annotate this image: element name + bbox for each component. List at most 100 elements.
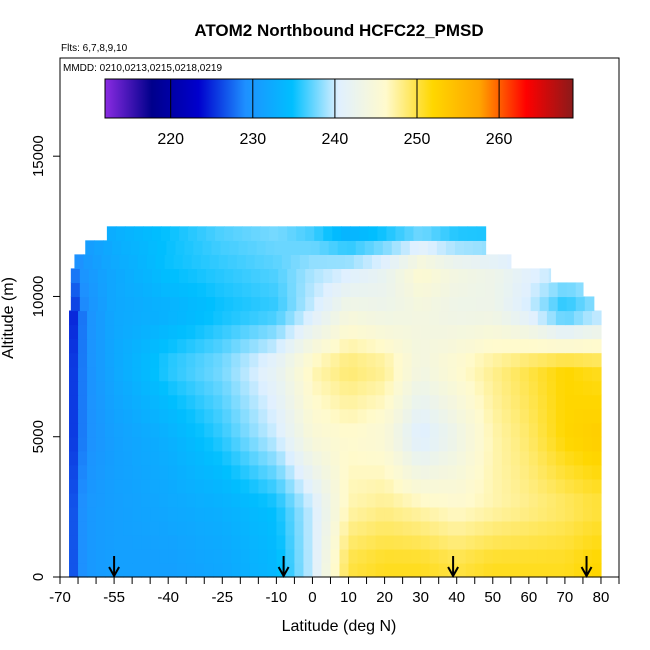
- heatmap-cell: [114, 534, 124, 550]
- heatmap-cell: [339, 492, 350, 508]
- heatmap-cell: [69, 562, 79, 578]
- heatmap-cell: [411, 310, 422, 326]
- heatmap-cell: [546, 492, 557, 508]
- heatmap-cell: [285, 548, 296, 564]
- heatmap-cell: [177, 534, 187, 550]
- heatmap-cell: [341, 282, 351, 298]
- heatmap-cell: [357, 394, 368, 410]
- heatmap-cell: [303, 492, 314, 508]
- heatmap-cell: [402, 520, 413, 536]
- heatmap-cell: [528, 506, 539, 522]
- heatmap-cell: [249, 352, 259, 368]
- heatmap-cell: [375, 464, 386, 480]
- heatmap-cell: [254, 254, 265, 270]
- heatmap-cell: [204, 310, 214, 326]
- heatmap-cell: [339, 464, 350, 480]
- heatmap-cell: [330, 352, 341, 368]
- heatmap-cell: [141, 338, 151, 354]
- heatmap-cell: [413, 226, 424, 241]
- heatmap-cell: [546, 408, 557, 424]
- heatmap-cell: [348, 534, 359, 550]
- heatmap-cell: [258, 408, 268, 424]
- heatmap-cell: [213, 310, 223, 326]
- heatmap-cell: [330, 478, 341, 494]
- heatmap-cell: [411, 380, 422, 396]
- heatmap-cell: [200, 254, 211, 270]
- heatmap-cell: [213, 478, 223, 494]
- heatmap-cell: [296, 282, 306, 298]
- heatmap-cell: [393, 478, 404, 494]
- heatmap-cell: [330, 436, 341, 452]
- heatmap-cell: [402, 352, 413, 368]
- heatmap-cell: [332, 282, 342, 298]
- heatmap-cell: [249, 534, 259, 550]
- heatmap-cell: [124, 268, 135, 284]
- heatmap-cell: [308, 254, 319, 270]
- heatmap-cell: [188, 282, 198, 298]
- heatmap-cell: [429, 338, 440, 354]
- heatmap-cell: [348, 394, 359, 410]
- heatmap-cell: [123, 548, 133, 564]
- heatmap-cell: [78, 492, 88, 508]
- heatmap-cell: [296, 226, 306, 241]
- heatmap-cells: [69, 226, 602, 578]
- heatmap-cell: [400, 240, 411, 255]
- heatmap-cell: [202, 240, 213, 255]
- heatmap-cell: [438, 548, 449, 564]
- heatmap-cell: [384, 478, 395, 494]
- heatmap-cell: [323, 268, 333, 284]
- heatmap-cell: [510, 478, 521, 494]
- heatmap-cell: [119, 254, 130, 270]
- heatmap-cell: [465, 506, 476, 522]
- heatmap-cell: [87, 548, 97, 564]
- heatmap-cell: [339, 408, 350, 424]
- heatmap-cell: [263, 254, 274, 270]
- heatmap-cell: [375, 310, 386, 326]
- heatmap-cell: [330, 464, 341, 480]
- heatmap-cell: [350, 282, 360, 298]
- heatmap-cell: [114, 394, 124, 410]
- heatmap-cell: [87, 380, 97, 396]
- heatmap-cell: [339, 436, 350, 452]
- heatmap-cell: [413, 282, 424, 298]
- heatmap-cell: [348, 506, 359, 522]
- heatmap-cell: [456, 436, 467, 452]
- heatmap-cell: [501, 422, 512, 438]
- heatmap-cell: [287, 226, 297, 241]
- heatmap-cell: [87, 394, 97, 410]
- heatmap-cell: [346, 240, 357, 255]
- heatmap-cell: [474, 366, 485, 382]
- heatmap-cell: [384, 548, 395, 564]
- heatmap-cell: [501, 338, 512, 354]
- heatmap-cell: [485, 296, 496, 312]
- heatmap-cell: [303, 478, 314, 494]
- heatmap-cell: [123, 464, 133, 480]
- heatmap-cell: [366, 464, 377, 480]
- heatmap-cell: [411, 352, 422, 368]
- heatmap-cell: [353, 254, 364, 270]
- heatmap-cell: [150, 464, 160, 480]
- heatmap-cell: [245, 254, 256, 270]
- heatmap-cell: [312, 534, 323, 550]
- heatmap-cell: [240, 366, 250, 382]
- heatmap-cell: [449, 268, 460, 284]
- heatmap-cell: [330, 324, 341, 340]
- heatmap-cell: [276, 310, 287, 326]
- heatmap-cell: [492, 548, 503, 564]
- heatmap-cell: [240, 562, 250, 578]
- heatmap-cell: [141, 520, 151, 536]
- heatmap-cell: [591, 548, 602, 564]
- heatmap-cell: [105, 366, 115, 382]
- heatmap-cell: [384, 534, 395, 550]
- heatmap-cell: [285, 562, 296, 578]
- heatmap-cell: [366, 366, 377, 382]
- heatmap-cell: [133, 296, 144, 312]
- heatmap-cell: [267, 324, 277, 340]
- heatmap-cell: [573, 478, 584, 494]
- heatmap-cell: [494, 282, 505, 298]
- heatmap-cell: [557, 296, 568, 312]
- heatmap-cell: [492, 450, 503, 466]
- heatmap-cell: [474, 352, 485, 368]
- heatmap-cell: [519, 520, 530, 536]
- heatmap-cell: [582, 562, 593, 578]
